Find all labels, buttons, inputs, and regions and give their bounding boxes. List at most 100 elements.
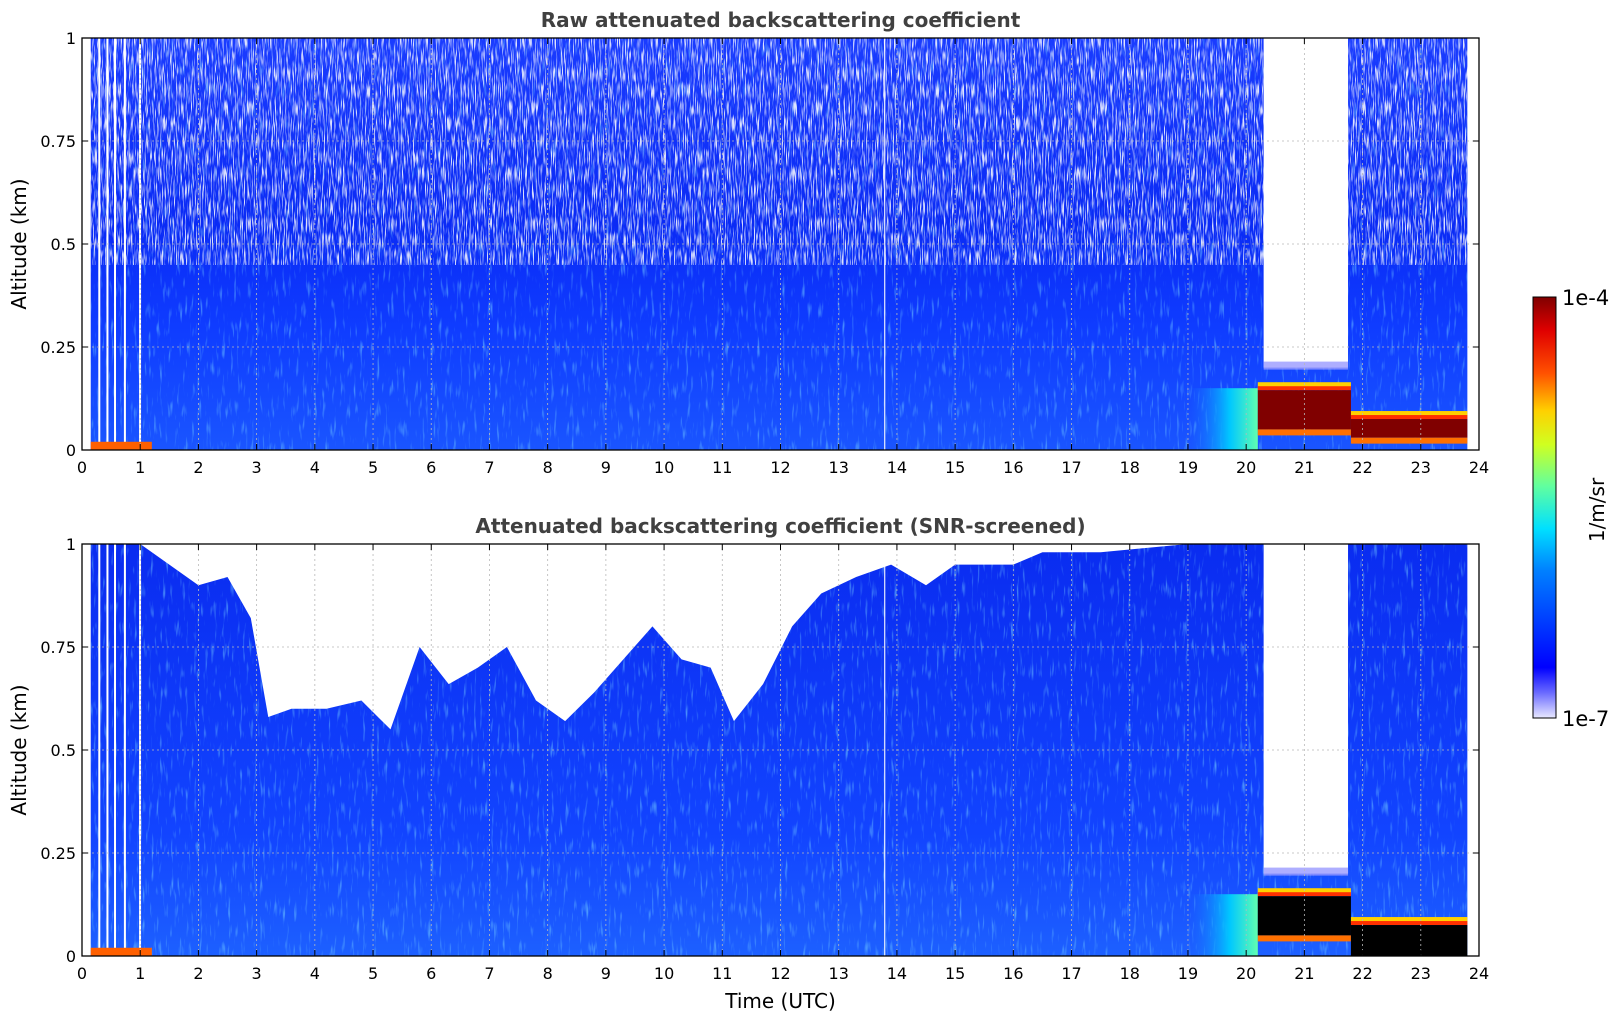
data-gap-3 bbox=[123, 38, 126, 450]
data-gap-0 bbox=[98, 38, 101, 450]
x-tick-label: 0 bbox=[77, 964, 87, 983]
x-axis: 0 1 2 3 4 5 6 7 8 9 10 11 12 13 14 15 16 17 18 19 20 21 22 23 24 bbox=[77, 38, 1489, 477]
x-tick-label: 4 bbox=[310, 964, 320, 983]
panel-2: 0 1 2 3 4 5 6 7 8 9 10 11 12 13 14 15 16 17 18 19 20 21 22 23 24… bbox=[7, 514, 1489, 1013]
feature-edge-bottom bbox=[1257, 429, 1351, 436]
colorbar: 1e-4 1e-7 1/m/sr bbox=[1532, 286, 1609, 731]
x-axis-label: Time (UTC) bbox=[724, 989, 836, 1013]
x-tick-label: 16 bbox=[1003, 458, 1023, 477]
y-axis: 0 0.25 0.5 0.75 1 bbox=[40, 29, 1479, 460]
x-tick-label: 20 bbox=[1236, 458, 1256, 477]
x-tick-label: 21 bbox=[1294, 964, 1314, 983]
x-tick-label: 17 bbox=[1061, 458, 1081, 477]
x-tick-label: 5 bbox=[368, 964, 378, 983]
colorbar-min-label: 1e-7 bbox=[1562, 707, 1609, 731]
feature-edge-red bbox=[1350, 415, 1468, 420]
data-gap-3 bbox=[123, 544, 126, 956]
x-tick-label: 23 bbox=[1411, 458, 1431, 477]
heatmap-area bbox=[90, 544, 1468, 956]
x-tick-label: 0 bbox=[77, 458, 87, 477]
x-tick-label: 10 bbox=[654, 964, 674, 983]
x-tick-label: 19 bbox=[1178, 458, 1198, 477]
x-tick-label: 6 bbox=[426, 964, 436, 983]
feature-edge-yellow bbox=[1257, 382, 1351, 389]
x-tick-label: 7 bbox=[484, 458, 494, 477]
panel-title: Raw attenuated backscattering coefficien… bbox=[541, 8, 1021, 32]
colorbar-scale bbox=[1532, 296, 1557, 719]
y-tick-label: 0 bbox=[66, 947, 76, 966]
x-axis: 0 1 2 3 4 5 6 7 8 9 10 11 12 13 14 15 16 17 18 19 20 21 22 23 24 bbox=[77, 544, 1489, 983]
x-tick-label: 11 bbox=[712, 458, 732, 477]
x-tick-label: 1 bbox=[135, 458, 145, 477]
x-tick-label: 15 bbox=[945, 964, 965, 983]
y-tick-label: 0 bbox=[66, 441, 76, 460]
x-tick-label: 16 bbox=[1003, 964, 1023, 983]
data-gap-13 bbox=[884, 544, 886, 956]
screened-region bbox=[93, 544, 1258, 730]
x-tick-label: 18 bbox=[1120, 964, 1140, 983]
feature-cloud-core bbox=[1350, 925, 1468, 956]
x-tick-label: 8 bbox=[543, 458, 553, 477]
x-tick-label: 13 bbox=[829, 458, 849, 477]
noise-speckle bbox=[90, 38, 1468, 265]
x-tick-label: 20 bbox=[1236, 964, 1256, 983]
feature-surface-layer bbox=[90, 441, 152, 450]
y-axis-label: Altitude (km) bbox=[7, 178, 31, 309]
y-tick-label: 0.75 bbox=[40, 638, 76, 657]
feature-cloud-core bbox=[1350, 419, 1468, 438]
x-tick-label: 1 bbox=[135, 964, 145, 983]
x-tick-label: 2 bbox=[193, 458, 203, 477]
x-tick-label: 7 bbox=[484, 964, 494, 983]
x-tick-label: 24 bbox=[1469, 458, 1489, 477]
y-tick-label: 0.5 bbox=[51, 235, 76, 254]
data-gap-0 bbox=[98, 544, 101, 956]
y-tick-label: 0.25 bbox=[40, 338, 76, 357]
colorbar-label: 1/m/sr bbox=[1585, 477, 1609, 542]
x-tick-label: 24 bbox=[1469, 964, 1489, 983]
x-tick-label: 22 bbox=[1352, 458, 1372, 477]
x-tick-label: 11 bbox=[712, 964, 732, 983]
feature-aerosol-layer bbox=[1187, 388, 1258, 450]
data-gap-13 bbox=[884, 38, 886, 450]
x-tick-label: 18 bbox=[1120, 458, 1140, 477]
x-tick-label: 4 bbox=[310, 458, 320, 477]
y-tick-label: 1 bbox=[66, 29, 76, 48]
feature-edge-yellow bbox=[1350, 411, 1468, 418]
data-gap-2 bbox=[114, 38, 117, 450]
x-tick-label: 12 bbox=[770, 964, 790, 983]
feature-aerosol-layer bbox=[1187, 894, 1258, 956]
x-tick-label: 12 bbox=[770, 458, 790, 477]
x-tick-label: 9 bbox=[601, 964, 611, 983]
x-tick-label: 5 bbox=[368, 458, 378, 477]
x-tick-label: 2 bbox=[193, 964, 203, 983]
feature-no-signal bbox=[1263, 544, 1349, 874]
feature-edge-yellow bbox=[1350, 917, 1468, 924]
x-tick-label: 23 bbox=[1411, 964, 1431, 983]
x-tick-label: 3 bbox=[252, 964, 262, 983]
x-tick-label: 6 bbox=[426, 458, 436, 477]
feature-edge-red bbox=[1350, 921, 1468, 926]
y-tick-label: 0.75 bbox=[40, 132, 76, 151]
x-tick-label: 8 bbox=[543, 964, 553, 983]
feature-edge-yellow bbox=[1257, 888, 1351, 895]
feature-surface-layer bbox=[90, 947, 152, 956]
x-tick-label: 19 bbox=[1178, 964, 1198, 983]
x-tick-label: 17 bbox=[1061, 964, 1081, 983]
y-axis-label: Altitude (km) bbox=[7, 684, 31, 815]
feature-cloud-top-edge bbox=[1263, 867, 1349, 876]
feature-cloud-top-edge bbox=[1263, 361, 1349, 370]
colorbar-max-label: 1e-4 bbox=[1562, 286, 1609, 310]
x-tick-label: 9 bbox=[601, 458, 611, 477]
x-tick-label: 13 bbox=[829, 964, 849, 983]
feature-no-signal bbox=[1263, 38, 1349, 368]
feature-edge-bottom bbox=[1257, 935, 1351, 942]
x-tick-label: 14 bbox=[887, 964, 907, 983]
data-gap-2 bbox=[114, 544, 117, 956]
grid bbox=[82, 544, 1479, 956]
x-tick-label: 15 bbox=[945, 458, 965, 477]
panel-title: Attenuated backscattering coefficient (S… bbox=[475, 514, 1085, 538]
feature-edge-bottom bbox=[1350, 437, 1468, 444]
x-tick-label: 3 bbox=[252, 458, 262, 477]
y-tick-label: 0.25 bbox=[40, 844, 76, 863]
y-axis: 0 0.25 0.5 0.75 1 bbox=[40, 535, 1479, 966]
